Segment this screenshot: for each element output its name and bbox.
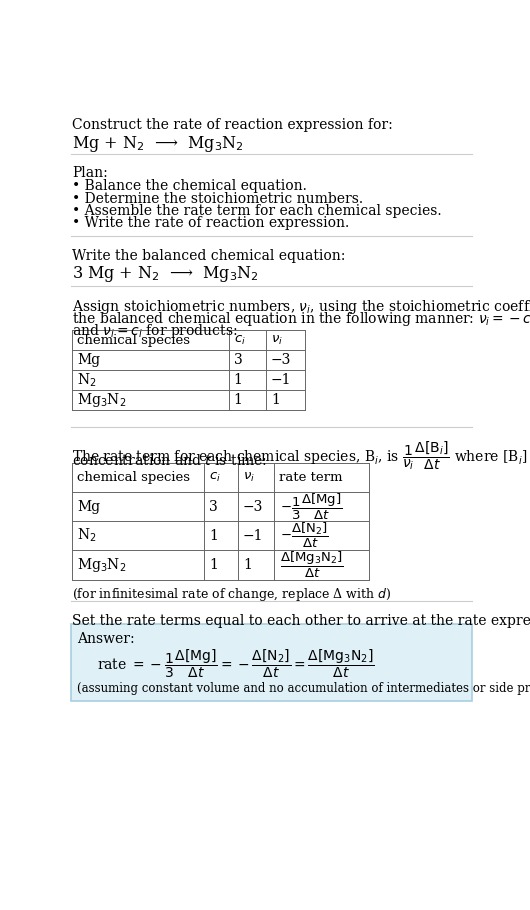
Text: • Assemble the rate term for each chemical species.: • Assemble the rate term for each chemic… [73, 204, 442, 217]
Text: $c_i$: $c_i$ [234, 334, 245, 347]
Text: concentration and $t$ is time:: concentration and $t$ is time: [73, 453, 268, 469]
Text: Plan:: Plan: [73, 167, 108, 180]
Text: 1: 1 [271, 393, 280, 408]
FancyBboxPatch shape [71, 624, 472, 702]
Text: $-\dfrac{\Delta[\mathrm{N_2}]}{\Delta t}$: $-\dfrac{\Delta[\mathrm{N_2}]}{\Delta t}… [280, 521, 329, 551]
Text: Write the balanced chemical equation:: Write the balanced chemical equation: [73, 248, 346, 263]
Text: Mg + N$_2$  ⟶  Mg$_3$N$_2$: Mg + N$_2$ ⟶ Mg$_3$N$_2$ [73, 134, 244, 154]
Text: • Write the rate of reaction expression.: • Write the rate of reaction expression. [73, 217, 350, 230]
Text: The rate term for each chemical species, B$_i$, is $\dfrac{1}{\nu_i}\dfrac{\Delt: The rate term for each chemical species,… [73, 440, 530, 472]
Text: the balanced chemical equation in the following manner: $\nu_i = -c_i$ for react: the balanced chemical equation in the fo… [73, 310, 530, 329]
Text: −3: −3 [271, 353, 291, 368]
Text: 3: 3 [234, 353, 242, 368]
Text: (assuming constant volume and no accumulation of intermediates or side products): (assuming constant volume and no accumul… [77, 682, 530, 695]
Text: Mg: Mg [77, 500, 100, 513]
Text: Answer:: Answer: [77, 632, 135, 646]
Text: $\nu_i$: $\nu_i$ [243, 470, 255, 484]
Text: $-\dfrac{1}{3}\dfrac{\Delta[\mathrm{Mg}]}{\Delta t}$: $-\dfrac{1}{3}\dfrac{\Delta[\mathrm{Mg}]… [280, 491, 342, 521]
Text: chemical species: chemical species [77, 334, 190, 347]
Text: rate $= -\dfrac{1}{3}\dfrac{\Delta[\mathrm{Mg}]}{\Delta t} = -\dfrac{\Delta[\mat: rate $= -\dfrac{1}{3}\dfrac{\Delta[\math… [97, 647, 375, 680]
Text: Mg: Mg [77, 353, 100, 368]
Text: 1: 1 [234, 373, 243, 388]
Text: −1: −1 [271, 373, 292, 388]
Text: $\nu_i$: $\nu_i$ [271, 334, 283, 347]
Text: 1: 1 [234, 393, 243, 408]
Text: $\dfrac{\Delta[\mathrm{Mg_3N_2}]}{\Delta t}$: $\dfrac{\Delta[\mathrm{Mg_3N_2}]}{\Delta… [280, 550, 344, 580]
Text: 1: 1 [209, 529, 218, 542]
Text: 1: 1 [243, 558, 252, 572]
Text: −1: −1 [243, 529, 263, 542]
Text: Construct the rate of reaction expression for:: Construct the rate of reaction expressio… [73, 118, 393, 133]
Text: 1: 1 [209, 558, 218, 572]
Text: (for infinitesimal rate of change, replace Δ with $d$): (for infinitesimal rate of change, repla… [73, 586, 392, 602]
Text: Assign stoichiometric numbers, $\nu_i$, using the stoichiometric coefficients, $: Assign stoichiometric numbers, $\nu_i$, … [73, 298, 530, 316]
Text: $c_i$: $c_i$ [209, 470, 220, 484]
Text: rate term: rate term [279, 470, 342, 484]
Text: 3: 3 [209, 500, 218, 513]
Text: Mg$_3$N$_2$: Mg$_3$N$_2$ [77, 391, 127, 410]
Text: chemical species: chemical species [77, 470, 190, 484]
Text: and $\nu_i = c_i$ for products:: and $\nu_i = c_i$ for products: [73, 322, 238, 340]
Text: Set the rate terms equal to each other to arrive at the rate expression:: Set the rate terms equal to each other t… [73, 613, 530, 628]
Text: −3: −3 [243, 500, 263, 513]
Text: Mg$_3$N$_2$: Mg$_3$N$_2$ [77, 556, 127, 574]
Text: • Balance the chemical equation.: • Balance the chemical equation. [73, 179, 307, 193]
Text: • Determine the stoichiometric numbers.: • Determine the stoichiometric numbers. [73, 192, 364, 206]
Text: N$_2$: N$_2$ [77, 527, 96, 544]
Text: 3 Mg + N$_2$  ⟶  Mg$_3$N$_2$: 3 Mg + N$_2$ ⟶ Mg$_3$N$_2$ [73, 264, 259, 284]
Text: N$_2$: N$_2$ [77, 371, 96, 389]
